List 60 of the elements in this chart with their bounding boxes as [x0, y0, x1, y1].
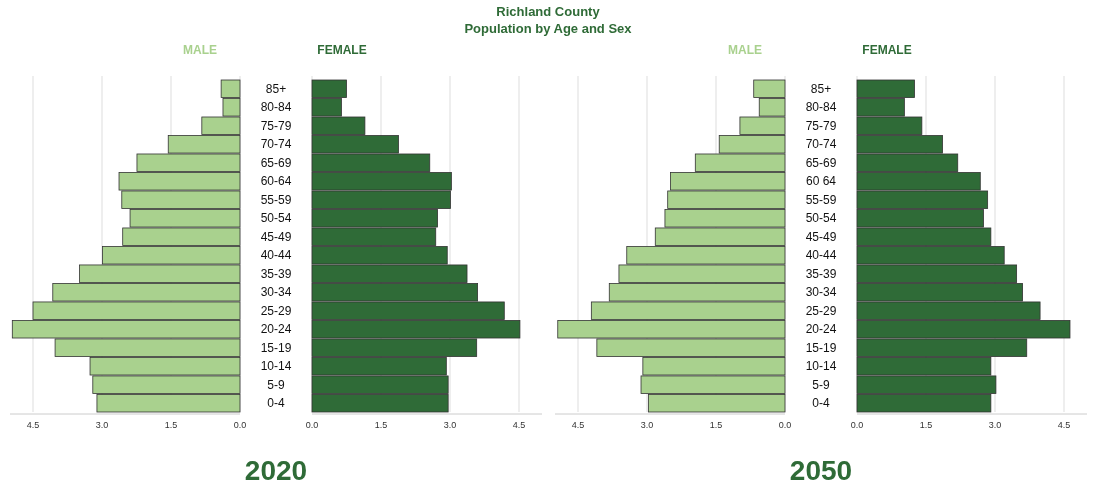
x-tick-label: 0.0	[778, 420, 792, 430]
y-tick-label: 5-9	[267, 377, 285, 392]
y-tick-label: 60-64	[260, 174, 292, 189]
y-tick-label: 0-4	[267, 396, 285, 411]
y-tick-label: 45-49	[805, 229, 837, 244]
y-tick-label: 30-34	[260, 285, 292, 300]
y-tick-label: 35-39	[805, 266, 837, 281]
series-label: MALE	[728, 43, 762, 57]
y-tick-label: 40-44	[805, 248, 837, 263]
y-tick-label: 65-69	[805, 155, 837, 170]
y-tick-label: 50-54	[260, 211, 292, 226]
series-label: FEMALE	[317, 43, 367, 57]
y-tick-label: 80-84	[260, 100, 292, 115]
y-tick-label: 5-9	[812, 377, 830, 392]
y-tick-label: 85+	[265, 81, 287, 96]
x-tick-label: 0.0	[233, 420, 247, 430]
y-tick-label: 75-79	[805, 118, 837, 133]
y-tick-label: 10-14	[805, 359, 837, 374]
y-tick-label: 15-19	[805, 340, 837, 355]
y-tick-label: 25-29	[260, 303, 292, 318]
y-tick-label: 65-69	[260, 155, 292, 170]
y-tick-label: 45-49	[260, 229, 292, 244]
y-tick-label: 40-44	[260, 248, 292, 263]
x-tick-label: 4.5	[512, 420, 526, 430]
y-tick-label: 60 64	[805, 174, 837, 189]
y-tick-label: 55-59	[805, 192, 837, 207]
x-tick-label: 3.0	[95, 420, 109, 430]
y-tick-label: 0-4	[812, 396, 830, 411]
y-tick-label: 35-39	[260, 266, 292, 281]
x-tick-label: 3.0	[640, 420, 654, 430]
x-tick-label: 1.5	[919, 420, 933, 430]
text: 2020	[244, 455, 308, 486]
y-tick-label: 20-24	[805, 322, 837, 337]
x-tick-label: 1.5	[709, 420, 723, 430]
x-tick-label: 4.5	[1057, 420, 1071, 430]
x-tick-label: 1.5	[374, 420, 388, 430]
x-tick-label: 0.0	[305, 420, 319, 430]
x-tick-label: 3.0	[443, 420, 457, 430]
x-tick-label: 0.0	[850, 420, 864, 430]
x-tick-label: 4.5	[571, 420, 585, 430]
y-tick-label: 75-79	[260, 118, 292, 133]
y-tick-label: 15-19	[260, 340, 292, 355]
series-label: MALE	[183, 43, 217, 57]
y-tick-label: 10-14	[260, 359, 292, 374]
y-tick-label: 30-34	[805, 285, 837, 300]
y-tick-label: 20-24	[260, 322, 292, 337]
text: Population by Age and Sex	[464, 21, 633, 36]
x-tick-label: 1.5	[164, 420, 178, 430]
x-tick-label: 4.5	[26, 420, 40, 430]
y-tick-label: 80-84	[805, 100, 837, 115]
y-tick-label: 70-74	[805, 137, 837, 152]
y-tick-label: 50-54	[805, 211, 837, 226]
y-tick-label: 70-74	[260, 137, 292, 152]
text: 2050	[789, 455, 853, 486]
series-label: FEMALE	[862, 43, 912, 57]
y-tick-label: 85+	[810, 81, 832, 96]
y-tick-label: 25-29	[805, 303, 837, 318]
x-tick-label: 3.0	[988, 420, 1002, 430]
y-tick-label: 55-59	[260, 192, 292, 207]
text: Richland County	[496, 4, 601, 19]
